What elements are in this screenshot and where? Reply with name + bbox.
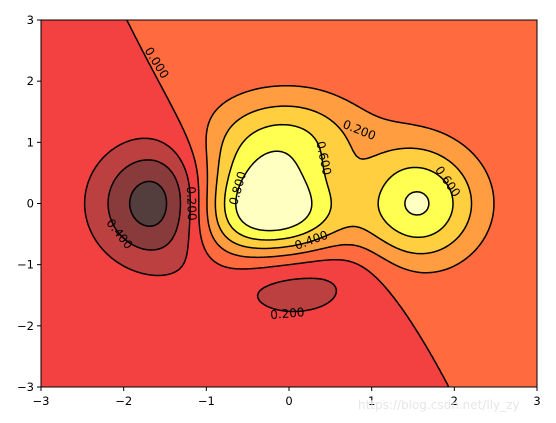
contour-fill-layer: [41, 20, 538, 389]
